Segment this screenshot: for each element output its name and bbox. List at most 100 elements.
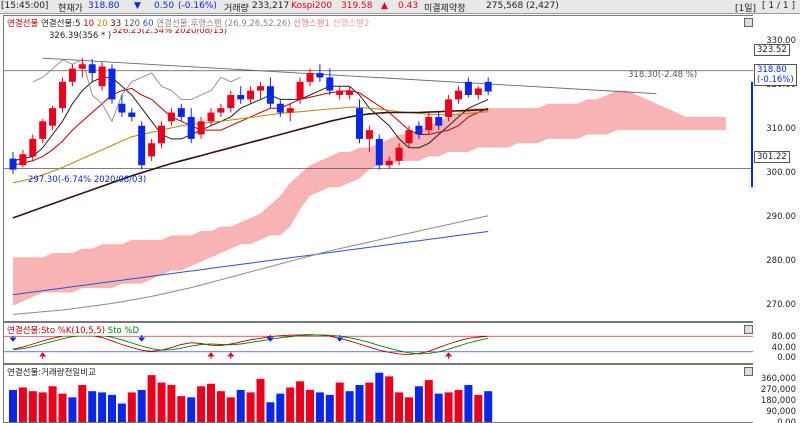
stoch-tick-label: 0.00 bbox=[777, 353, 796, 363]
price-tick-label: 330.00 bbox=[766, 36, 796, 47]
volume-menu-button[interactable] bbox=[744, 367, 753, 376]
open-interest-label: 미결제약정 bbox=[424, 4, 466, 14]
candle-body bbox=[108, 68, 116, 100]
main-legend-item: (26,9,26,52,26) bbox=[221, 19, 291, 29]
buy-signal-arrow-icon bbox=[39, 352, 47, 359]
support-price-box: 301.22 bbox=[754, 151, 790, 163]
volume-bar bbox=[108, 394, 116, 422]
candle-body bbox=[296, 81, 304, 100]
stoch-menu-button[interactable] bbox=[744, 325, 753, 334]
volume-tick-label: 90,000 bbox=[766, 406, 796, 417]
volume-bar bbox=[315, 392, 324, 422]
volume-bar bbox=[424, 380, 433, 422]
sell-signal-arrow-icon bbox=[266, 335, 274, 342]
time-label: [15:45:00] bbox=[1, 1, 49, 11]
price-chart-pane[interactable]: 연결선물 연결선물:5 10 20 33 120 60 연결선물:후행스팬 (2… bbox=[3, 15, 754, 322]
pane-menu-button[interactable] bbox=[744, 18, 753, 27]
candle-body bbox=[88, 64, 96, 74]
price-change: 0.50 bbox=[154, 1, 175, 11]
resistance-price-box: 323.52 bbox=[754, 44, 790, 56]
low-annotation: 297.30(-6.74% 2020/08/03) bbox=[28, 175, 147, 185]
candle-body bbox=[385, 160, 393, 166]
volume-bar bbox=[266, 402, 275, 422]
candle-body bbox=[425, 116, 433, 131]
volume-bar bbox=[385, 376, 394, 422]
sell-signal-arrow-icon bbox=[336, 335, 344, 342]
candle-body bbox=[484, 81, 492, 92]
candle-body bbox=[197, 121, 205, 135]
period-selector[interactable]: [1일] bbox=[735, 4, 757, 14]
price-tick-label: 310.00 bbox=[766, 124, 796, 135]
candle-body bbox=[464, 81, 472, 95]
volume-bar bbox=[296, 381, 305, 422]
volume-legend: 연결선물:거래량전일비교 bbox=[7, 366, 96, 378]
candle-body bbox=[415, 125, 423, 135]
candle-body bbox=[177, 108, 185, 117]
candle-body bbox=[405, 130, 413, 144]
candle-body bbox=[68, 68, 76, 82]
open-interest-value: 275,568 bbox=[486, 1, 524, 11]
volume-bar bbox=[444, 392, 453, 422]
candle-body bbox=[237, 94, 245, 100]
volume-bar bbox=[197, 386, 206, 422]
ma-33-line bbox=[12, 108, 489, 219]
main-legend-item: 33 bbox=[107, 19, 122, 29]
volume-bar bbox=[68, 397, 77, 422]
volume-bar bbox=[474, 394, 483, 422]
candle-body bbox=[227, 94, 235, 109]
candle-body bbox=[59, 81, 66, 109]
price-chart-svg bbox=[4, 57, 753, 315]
ma-120-line bbox=[12, 215, 489, 315]
trendline bbox=[42, 57, 657, 95]
open-interest-change: (2,427) bbox=[526, 1, 559, 11]
main-legend-item: 20 bbox=[94, 19, 108, 29]
main-legend-item: 연결선물:후행스팬 bbox=[153, 19, 222, 29]
volume-bar bbox=[325, 394, 334, 422]
candle-body bbox=[187, 116, 195, 139]
main-legend-item: 120 bbox=[121, 19, 141, 29]
main-legend-item: 선행스팬1 bbox=[290, 19, 330, 29]
candle-body bbox=[9, 158, 17, 170]
volume-tick-label: 0.00 bbox=[777, 418, 796, 423]
kospi-value: 319.58 bbox=[341, 1, 373, 11]
candle-body bbox=[375, 138, 383, 166]
volume-bar bbox=[127, 392, 136, 422]
buy-signal-arrow-icon bbox=[227, 352, 235, 359]
volume-bar bbox=[28, 391, 37, 422]
volume-bar bbox=[78, 385, 87, 422]
ma-60-line bbox=[12, 231, 489, 296]
stoch-tick-label: 40.00 bbox=[771, 342, 796, 353]
candle-body bbox=[39, 121, 47, 139]
candle-body bbox=[217, 108, 225, 113]
volume-bar bbox=[236, 389, 245, 422]
stoch-legend-item: Sto %D bbox=[105, 326, 140, 336]
candle-body bbox=[98, 66, 106, 87]
volume-bar bbox=[286, 387, 295, 422]
volume-bar bbox=[187, 397, 196, 422]
candle-body bbox=[346, 90, 354, 95]
volume-bar bbox=[395, 392, 404, 422]
volume-bar bbox=[18, 387, 27, 422]
candle-body bbox=[266, 86, 274, 104]
candle-body bbox=[474, 88, 482, 95]
vol-legend-item: 연결선물:거래량전일비교 bbox=[7, 368, 96, 378]
candle-body bbox=[326, 77, 334, 91]
volume-tick-label: 270,000 bbox=[760, 384, 796, 395]
candle-body bbox=[435, 116, 443, 126]
volume-bar bbox=[117, 403, 126, 422]
volume-bar bbox=[88, 391, 97, 422]
stoch-tick-label: 80.00 bbox=[771, 332, 796, 343]
stochastic-legend: 연결선물:Sto %K(10,5,5) Sto %D bbox=[7, 324, 140, 336]
volume-bar bbox=[9, 389, 17, 422]
stochastic-pane[interactable]: 연결선물:Sto %K(10,5,5) Sto %D bbox=[3, 322, 754, 364]
volume-pane[interactable]: 연결선물:거래량전일비교 bbox=[3, 364, 754, 423]
trendline-annotation: 318.30(-2.48 %) bbox=[628, 70, 698, 80]
candle-body bbox=[257, 86, 264, 91]
volume-bar bbox=[276, 393, 285, 422]
volume-bar bbox=[306, 389, 314, 422]
volume-bar bbox=[226, 397, 235, 422]
price-tick-label: 300.00 bbox=[766, 167, 796, 178]
volume-bar bbox=[207, 383, 215, 422]
volume-bar bbox=[58, 393, 67, 422]
candle-body bbox=[118, 103, 126, 113]
